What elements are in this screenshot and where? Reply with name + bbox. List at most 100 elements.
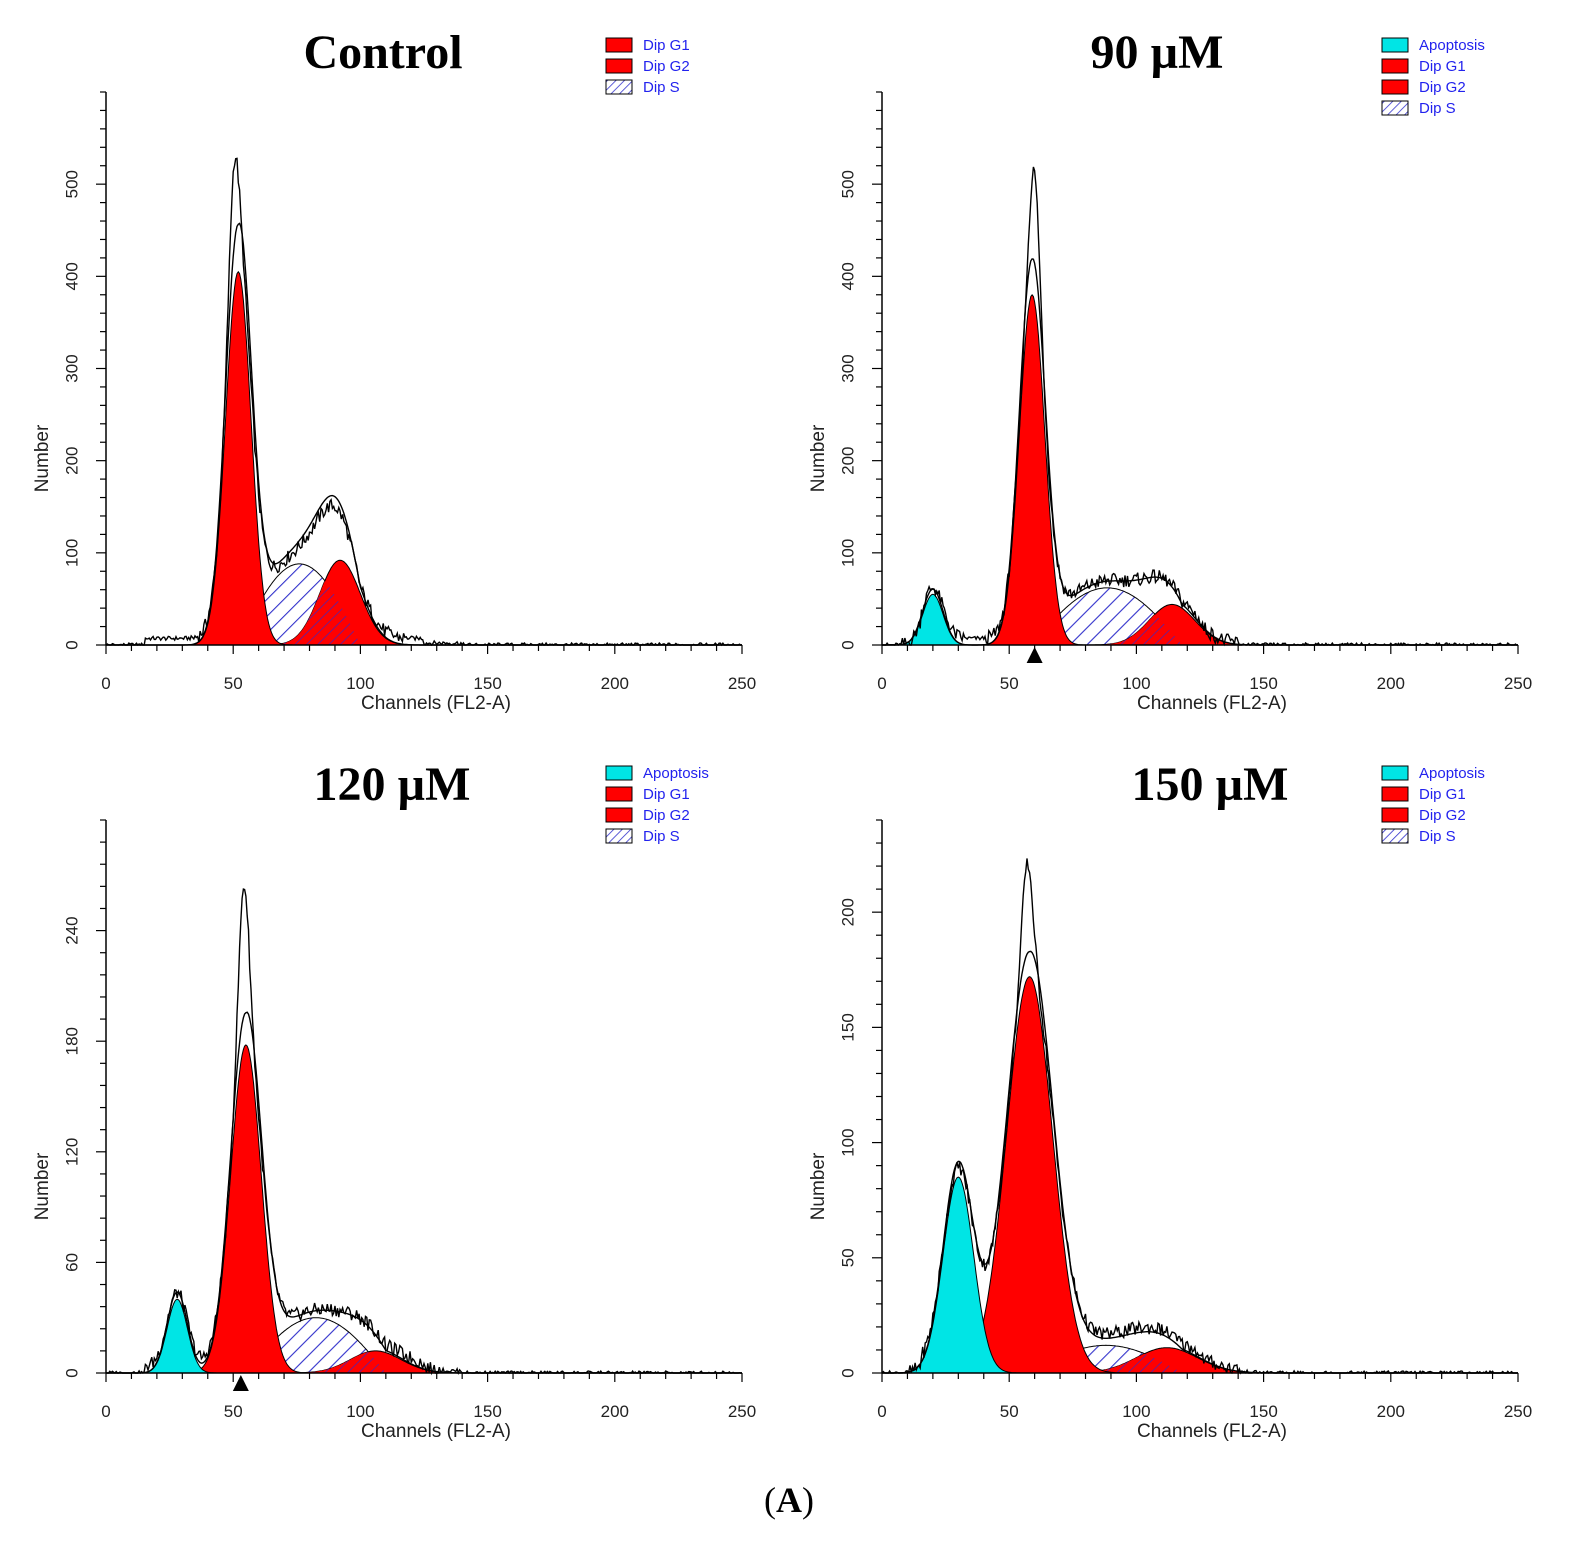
legend-label-dip-s: Dip S <box>643 828 680 845</box>
fit-envelope-line <box>106 222 742 646</box>
x-tick-label: 250 <box>1504 674 1532 693</box>
y-tick-label: 0 <box>839 640 858 649</box>
legend-label-dip-s: Dip S <box>1419 100 1456 117</box>
x-tick-label: 100 <box>1122 674 1150 693</box>
series-area-dip-g1 <box>882 293 1518 646</box>
panel-title: 150 µM <box>1132 758 1289 811</box>
y-axis-label: Number <box>808 424 829 492</box>
x-tick-label: 200 <box>1377 1402 1405 1421</box>
x-tick-label: 50 <box>224 674 243 693</box>
y-tick-label: 400 <box>839 262 858 290</box>
panel-title: 90 µM <box>1091 26 1224 79</box>
x-axis-label: Channels (FL2-A) <box>361 1421 511 1442</box>
y-tick-label: 200 <box>839 898 858 926</box>
x-tick-label: 0 <box>877 1402 886 1421</box>
x-tick-label: 250 <box>728 674 756 693</box>
legend-label-apoptosis: Apoptosis <box>643 765 709 782</box>
legend-swatch-dip-s <box>1381 100 1409 116</box>
legend-swatch-apoptosis <box>1381 765 1409 781</box>
fit-envelope-line <box>106 1011 742 1374</box>
legend-label-dip-s: Dip S <box>1419 828 1456 845</box>
figure-label-open: ( <box>764 1480 776 1520</box>
peak-marker-triangle <box>1026 647 1043 663</box>
legend-label-dip-s: Dip S <box>643 79 680 96</box>
panel-title: 120 µM <box>314 758 471 811</box>
series-area-dip-g1 <box>106 1044 742 1374</box>
series-area-dip-s <box>106 563 742 646</box>
y-tick-label: 300 <box>63 354 82 382</box>
legend-swatch-dip-g1 <box>605 37 633 53</box>
y-tick-label: 300 <box>839 354 858 382</box>
y-axis-label: Number <box>32 424 53 492</box>
legend-label-dip-g1: Dip G1 <box>643 786 690 803</box>
x-tick-label: 250 <box>1504 1402 1532 1421</box>
y-tick-label: 500 <box>839 170 858 198</box>
x-tick-label: 0 <box>101 674 110 693</box>
raw-histogram-line <box>105 157 742 647</box>
x-tick-label: 150 <box>473 1402 501 1421</box>
figure-label-letter: A <box>776 1480 802 1520</box>
legend-label-dip-g2: Dip G2 <box>643 807 690 824</box>
legend-swatch-apoptosis <box>1381 37 1409 53</box>
panel-title: Control <box>303 26 462 79</box>
legend-label-dip-g1: Dip G1 <box>643 37 690 54</box>
figure-label: (A) <box>764 1480 814 1520</box>
legend-label-apoptosis: Apoptosis <box>1419 37 1485 54</box>
raw-histogram-line <box>106 888 742 1376</box>
x-tick-label: 50 <box>1000 1402 1019 1421</box>
x-tick-label: 200 <box>601 1402 629 1421</box>
x-tick-label: 150 <box>1249 674 1277 693</box>
y-tick-label: 100 <box>63 539 82 567</box>
x-tick-label: 0 <box>101 1402 110 1421</box>
peak-marker-triangle <box>232 1375 249 1391</box>
legend-label-dip-g2: Dip G2 <box>643 58 690 75</box>
histogram-panel-90um: 0 50 100 150 200 250 0 100 200 300 400 500 Channels … <box>808 26 1532 714</box>
x-tick-label: 50 <box>1000 674 1019 693</box>
legend-swatch-dip-g2 <box>605 807 633 823</box>
x-tick-label: 150 <box>473 674 501 693</box>
legend-swatch-dip-s <box>1381 828 1409 844</box>
y-tick-label: 0 <box>63 640 82 649</box>
y-tick-label: 400 <box>63 262 82 290</box>
y-tick-label: 120 <box>63 1138 82 1166</box>
x-axis-label: Channels (FL2-A) <box>1137 693 1287 714</box>
fit-envelope-line <box>882 258 1518 646</box>
legend-swatch-dip-g2 <box>605 58 633 74</box>
legend-swatch-dip-g2 <box>1381 807 1409 823</box>
y-tick-label: 50 <box>839 1248 858 1267</box>
histogram-panel-control: 0 50 100 150 200 250 0 100 200 300 400 500 Channels … <box>32 26 756 714</box>
legend-label-dip-g1: Dip G1 <box>1419 58 1466 75</box>
histogram-panel-120um: 0 50 100 150 200 250 0 60 120 180 240 Channels (FL2… <box>32 758 756 1442</box>
legend-swatch-dip-g1 <box>1381 58 1409 74</box>
y-tick-label: 150 <box>839 1013 858 1041</box>
x-tick-label: 150 <box>1249 1402 1277 1421</box>
legend-swatch-dip-g1 <box>605 786 633 802</box>
x-tick-label: 50 <box>224 1402 243 1421</box>
y-axis-label: Number <box>808 1152 829 1220</box>
raw-histogram-line <box>882 166 1518 647</box>
legend-swatch-dip-g2 <box>1381 79 1409 95</box>
y-tick-label: 200 <box>839 446 858 474</box>
y-tick-label: 240 <box>63 916 82 944</box>
y-tick-label: 200 <box>63 446 82 474</box>
y-tick-label: 0 <box>63 1368 82 1377</box>
x-tick-label: 100 <box>346 1402 374 1421</box>
y-axis-label: Number <box>32 1152 53 1220</box>
y-tick-label: 500 <box>63 170 82 198</box>
legend-swatch-dip-s <box>605 79 633 95</box>
x-tick-label: 0 <box>877 674 886 693</box>
legend-swatch-apoptosis <box>605 765 633 781</box>
legend-label-dip-g2: Dip G2 <box>1419 807 1466 824</box>
histogram-panel-150um: 0 50 100 150 200 250 0 50 100 150 200 Channels (FL2… <box>808 758 1532 1442</box>
legend-swatch-dip-s <box>605 828 633 844</box>
y-tick-label: 60 <box>63 1253 82 1272</box>
figure-label-close: ) <box>802 1480 814 1520</box>
legend-label-dip-g1: Dip G1 <box>1419 786 1466 803</box>
y-tick-label: 0 <box>839 1368 858 1377</box>
x-tick-label: 250 <box>728 1402 756 1421</box>
legend-swatch-dip-g1 <box>1381 786 1409 802</box>
x-tick-label: 100 <box>346 674 374 693</box>
y-tick-label: 180 <box>63 1027 82 1055</box>
y-tick-label: 100 <box>839 1128 858 1156</box>
